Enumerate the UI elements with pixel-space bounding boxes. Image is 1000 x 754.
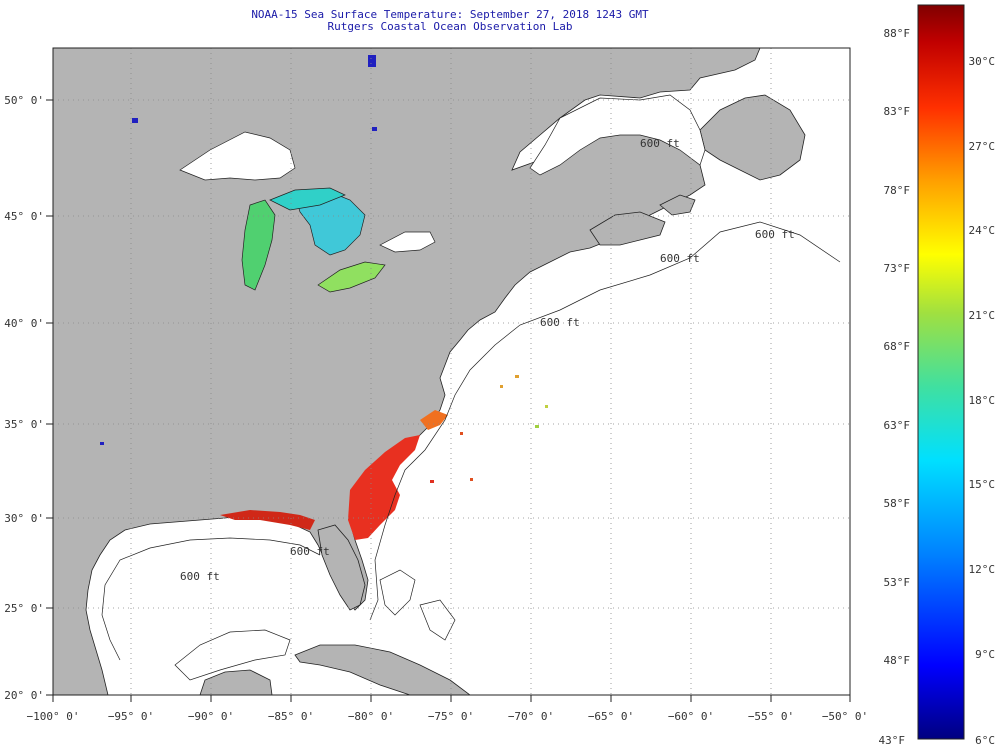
lake-erie-sst	[317, 261, 386, 293]
lake-nipigon-superior	[179, 131, 296, 181]
lon-label: −50° 0'	[822, 710, 868, 723]
bathymetry-label-2: 600 ft	[660, 252, 700, 265]
bathymetry-label-4: 600 ft	[540, 316, 580, 329]
fahrenheit-label: 63°F	[884, 419, 911, 432]
lat-label: 30° 0'	[4, 512, 44, 525]
cape-breton-land	[659, 194, 696, 216]
lon-label: −100° 0'	[27, 710, 80, 723]
lon-label: −65° 0'	[588, 710, 634, 723]
yucatan-land	[199, 669, 273, 695]
lon-label: −60° 0'	[668, 710, 714, 723]
fahrenheit-label: 83°F	[884, 105, 911, 118]
bahamas-banks	[379, 569, 456, 641]
lon-label: −85° 0'	[268, 710, 314, 723]
lat-label: 20° 0'	[4, 689, 44, 702]
colorbar-celsius-labels: 30°C 27°C 24°C 21°C 18°C 15°C 12°C 9°C 6…	[969, 55, 996, 747]
fahrenheit-label: 58°F	[884, 497, 911, 510]
celsius-label: 9°C	[975, 648, 995, 661]
fahrenheit-label: 78°F	[884, 184, 911, 197]
latitude-labels: 50° 0' 45° 0' 40° 0' 35° 0' 30° 0' 25° 0…	[4, 94, 44, 702]
celsius-label: 27°C	[969, 140, 996, 153]
lat-label: 25° 0'	[4, 602, 44, 615]
cuba-land	[294, 644, 471, 695]
fahrenheit-label: 88°F	[884, 27, 911, 40]
lat-label: 45° 0'	[4, 210, 44, 223]
lat-label: 35° 0'	[4, 418, 44, 431]
celsius-label: 12°C	[969, 563, 996, 576]
colorbar-fahrenheit-labels: 88°F 83°F 78°F 73°F 68°F 63°F 58°F 53°F …	[879, 27, 911, 747]
lake-ontario	[379, 231, 436, 253]
fahrenheit-label: 73°F	[884, 262, 911, 275]
map-title: NOAA-15 Sea Surface Temperature: Septemb…	[0, 9, 900, 33]
bathymetry-label-1: 600 ft	[640, 137, 680, 150]
lat-label: 50° 0'	[4, 94, 44, 107]
gulf-of-st-lawrence	[529, 94, 706, 176]
gulf-deep-blob	[174, 629, 291, 681]
temperature-colorbar	[917, 4, 965, 740]
lake-huron-north-sst	[269, 187, 346, 211]
fahrenheit-label: 53°F	[884, 576, 911, 589]
lon-label: −75° 0'	[428, 710, 474, 723]
celsius-label: 30°C	[969, 55, 996, 68]
lon-label: −70° 0'	[508, 710, 554, 723]
gulf-shelf-contour	[101, 537, 321, 661]
nova-scotia-land	[589, 211, 666, 246]
lon-label: −80° 0'	[348, 710, 394, 723]
map-panel: 600 ft 600 ft 600 ft 600 ft 600 ft 600 f…	[53, 48, 850, 695]
title-line-1: NOAA-15 Sea Surface Temperature: Septemb…	[251, 8, 649, 21]
title-line-2: Rutgers Coastal Ocean Observation Lab	[327, 20, 573, 33]
celsius-label: 6°C	[975, 734, 995, 747]
celsius-label: 21°C	[969, 309, 996, 322]
north-america-land	[53, 48, 761, 695]
carolina-coast-sst	[420, 410, 448, 430]
bathymetry-label-5: 600 ft	[290, 545, 330, 558]
lon-label: −90° 0'	[188, 710, 234, 723]
florida-land	[317, 524, 366, 611]
lon-label: −95° 0'	[108, 710, 154, 723]
celsius-label: 18°C	[969, 394, 996, 407]
frame-ticks	[46, 99, 851, 702]
bathymetry-label-6: 600 ft	[180, 570, 220, 583]
northern-lake-specks	[100, 55, 377, 445]
fahrenheit-label: 68°F	[884, 340, 911, 353]
offshore-sst-speckles	[430, 375, 548, 483]
lake-michigan-sst	[241, 199, 276, 291]
celsius-label: 15°C	[969, 478, 996, 491]
lon-label: −55° 0'	[748, 710, 794, 723]
newfoundland-land	[699, 94, 806, 181]
bathymetry-label-3: 600 ft	[755, 228, 795, 241]
fahrenheit-label: 43°F	[879, 734, 906, 747]
lat-label: 40° 0'	[4, 317, 44, 330]
gulf-coast-sst	[220, 510, 315, 530]
southeast-coast-sst	[348, 435, 420, 540]
fahrenheit-label: 48°F	[884, 654, 911, 667]
longitude-labels: −100° 0' −95° 0' −90° 0' −85° 0' −80° 0'…	[27, 710, 869, 723]
shelf-contour	[369, 221, 841, 621]
celsius-label: 24°C	[969, 224, 996, 237]
